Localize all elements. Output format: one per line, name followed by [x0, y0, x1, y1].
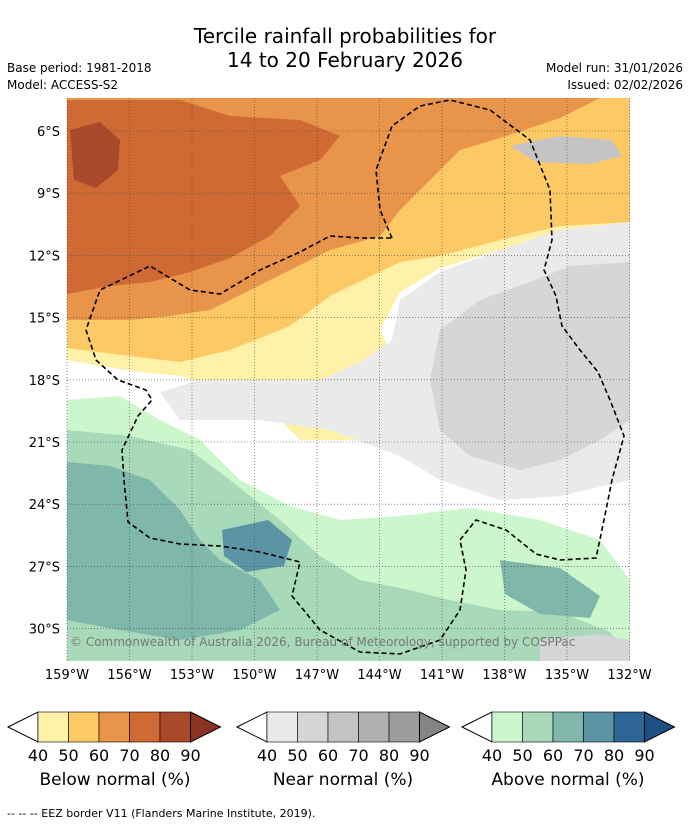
legend-above-tick: 60	[543, 746, 563, 765]
eez-border-line	[85, 99, 625, 655]
lon-label: 138°W	[482, 668, 526, 683]
legend-near-swatch	[327, 711, 359, 743]
legend-near-swatch	[388, 711, 420, 743]
legend-above-tick: 80	[604, 746, 624, 765]
lat-label: 15°S	[29, 312, 60, 327]
legend-above-tick: 50	[512, 746, 532, 765]
model-run: Model run: 31/01/2026	[545, 61, 683, 75]
legend-below-over-arrow	[190, 711, 222, 743]
legend-below-tick: 40	[28, 746, 48, 765]
legend-near-over-arrow	[419, 711, 451, 743]
legend-near-tick: 40	[257, 746, 277, 765]
legend-title-above: Above normal (%)	[491, 770, 645, 790]
legend-below-swatch	[159, 711, 191, 743]
lat-label: 27°S	[29, 560, 60, 575]
legend-above-swatch	[522, 711, 554, 743]
legend-above-swatch	[491, 711, 523, 743]
lat-label: 6°S	[37, 125, 60, 140]
legend-below-swatch	[129, 711, 161, 743]
legend-below-tick: 90	[180, 746, 200, 765]
above-normal-60-region	[67, 462, 280, 640]
model-name: Model: ACCESS-S2	[7, 78, 119, 92]
legend-above-under-arrow	[460, 711, 493, 743]
above-normal-70-region	[222, 520, 292, 572]
legend-near-swatch	[297, 711, 329, 743]
legend-above-over-arrow	[644, 711, 676, 743]
lat-label: 21°S	[29, 436, 60, 451]
lon-label: 147°W	[295, 668, 339, 683]
above-normal-60-small	[184, 572, 222, 596]
meta-left: Base period: 1981-2018 Model: ACCESS-S2	[7, 60, 152, 94]
near-normal-top-patch	[510, 136, 622, 164]
legend-near-tick: 50	[287, 746, 307, 765]
legend-near-under-arrow	[235, 711, 268, 743]
meta-right: Model run: 31/01/2026 Issued: 02/02/2026	[546, 60, 683, 94]
legend-near-tick: 80	[379, 746, 399, 765]
legend-title-near: Near normal (%)	[272, 770, 414, 790]
map-panel	[67, 98, 630, 661]
legend-above-tick: 70	[573, 746, 593, 765]
issued-date: Issued: 02/02/2026	[567, 78, 683, 92]
gridlines	[66, 98, 630, 661]
legend-below-tick: 60	[89, 746, 109, 765]
legend-above-tick: 40	[482, 746, 502, 765]
lat-label: 24°S	[29, 498, 60, 513]
legend-colorbars: 40 50 60 70 80 90 40 50 60 70 80 90 40 50 60 70 80 90	[6, 711, 676, 765]
legend-below-under-arrow	[6, 711, 39, 743]
legend-above-swatch	[613, 711, 645, 743]
legend-near-tick: 90	[409, 746, 429, 765]
longitude-labels: 159°W 156°W 153°W 150°W 147°W 144°W 141°W 138°W…	[45, 668, 652, 683]
lon-label: 135°W	[545, 668, 589, 683]
below-normal-80-region	[70, 122, 120, 188]
below-normal-70-region	[67, 100, 340, 294]
legend-below-tick: 50	[58, 746, 78, 765]
legend-below-swatch	[68, 711, 100, 743]
legend-below-tick: 70	[119, 746, 139, 765]
lon-label: 144°W	[357, 668, 401, 683]
lon-label: 156°W	[107, 668, 151, 683]
legend-below-tick: 80	[150, 746, 170, 765]
lon-label: 150°W	[232, 668, 276, 683]
lat-label: 12°S	[29, 249, 60, 264]
legend-above-tick: 90	[634, 746, 654, 765]
legend-near-tick: 70	[348, 746, 368, 765]
lat-label: 18°S	[29, 374, 60, 389]
title-line-1: Tercile rainfall probabilities for	[193, 24, 497, 48]
legend-above-swatch	[583, 711, 615, 743]
legend-below-swatch	[98, 711, 130, 743]
eez-footnote: -- -- -- EEZ border V11 (Flanders Marine…	[7, 807, 316, 820]
legend-below-swatch	[37, 711, 69, 743]
legend-near-swatch	[266, 711, 298, 743]
lon-label: 132°W	[607, 668, 651, 683]
legend-near-swatch	[358, 711, 390, 743]
title-line-2: 14 to 20 February 2026	[227, 48, 463, 72]
chart-title: Tercile rainfall probabilities for 14 to…	[0, 24, 690, 72]
lon-label: 141°W	[420, 668, 464, 683]
legend-title-below: Below normal (%)	[39, 770, 191, 790]
legend-above-swatch	[552, 711, 584, 743]
near-normal-lower-patch	[540, 634, 630, 661]
lat-label: 30°S	[29, 623, 60, 638]
base-period: Base period: 1981-2018	[7, 61, 152, 75]
lon-label: 153°W	[170, 668, 214, 683]
legend-near-tick: 60	[318, 746, 338, 765]
above-normal-se-patch	[500, 560, 600, 618]
lon-label: 159°W	[45, 668, 89, 683]
map-credit: © Commonwealth of Australia 2026, Bureau…	[70, 635, 575, 649]
near-normal-50-region	[430, 262, 630, 470]
latitude-labels: 6°S 9°S 12°S 15°S 18°S 21°S 24°S 27°S 30°S	[29, 125, 60, 638]
lat-label: 9°S	[37, 187, 60, 202]
